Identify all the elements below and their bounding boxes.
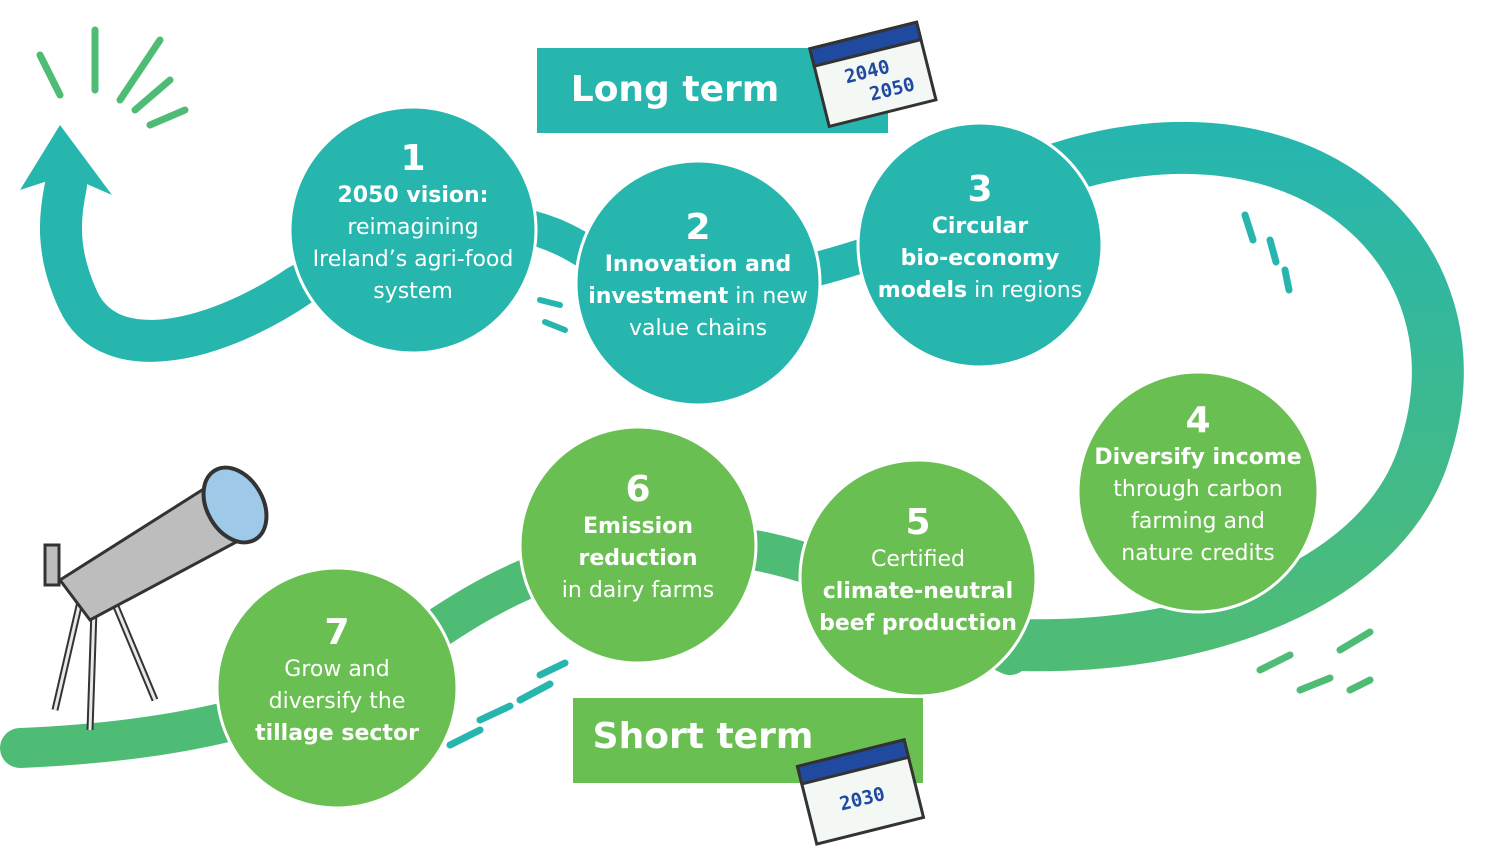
text-run: Certified [871,547,965,572]
node-number: 1 [400,138,425,179]
text-run: Grow and [284,657,389,682]
text-run: in dairy farms [562,578,714,603]
text-run: value chains [629,316,767,341]
node-number: 2 [685,207,710,248]
node-line: 2050 vision: [338,183,489,208]
node-circle [520,427,756,663]
text-run: bio-economy [901,246,1060,271]
text-run: in new [728,284,808,309]
text-run: reimagining [347,215,478,240]
node: 2 Innovation and investment in new value ch… [576,161,820,405]
text-run: farming and [1131,509,1265,534]
node-line: Emission [583,514,693,539]
long-term-label: Long term [571,69,780,110]
node: 7 Grow and diversify the tillage sector [217,568,457,808]
node-number: 4 [1185,400,1210,441]
text-run: 2050 vision: [338,183,489,208]
node-line: reimagining [347,215,478,240]
node-line: Ireland’s agri-food [313,247,514,272]
node: 3 Circular bio-economy models in regions [858,123,1102,367]
node-number: 6 [625,469,650,510]
node-line: Circular [932,214,1029,239]
text-run: Diversify income [1094,445,1301,470]
short-term-label: Short term [593,716,814,757]
diagram: Long term Short term 2040 2050 2030 1205… [0,0,1488,852]
text-run: in regions [967,278,1082,303]
node-line: models in regions [878,278,1082,303]
node: 4 Diversify income through carbon farming a… [1078,372,1318,612]
node-line: nature credits [1121,541,1274,566]
node-line: diversify the [269,689,406,714]
node-number: 7 [324,612,349,653]
text-run: system [373,279,453,304]
text-run: beef production [819,611,1017,636]
node: 1 2050 vision: reimagining Ireland’s agri-f… [290,107,536,353]
text-run: tillage sector [255,721,419,746]
node-line: value chains [629,316,767,341]
text-run: nature credits [1121,541,1274,566]
node-line: Grow and [284,657,389,682]
node-line: reduction [578,546,697,571]
text-run: investment [588,284,729,309]
text-run: models [878,278,967,303]
text-run: reduction [578,546,697,571]
text-run: Innovation and [605,252,792,277]
calendar-long: 2040 2050 [810,22,936,126]
node: 5 Certified climate-neutral beef production [800,460,1036,696]
text-run: Ireland’s agri-food [313,247,514,272]
node-number: 3 [967,169,992,210]
node-line: investment in new [588,284,808,309]
node-line: climate-neutral [823,579,1013,604]
node-line: through carbon [1113,477,1282,502]
node-circle [858,123,1102,367]
node-line: Innovation and [605,252,792,277]
node-line: Diversify income [1094,445,1301,470]
text-run: diversify the [269,689,406,714]
node: 6 Emission reduction in dairy farms [520,427,756,663]
node-line: in dairy farms [562,578,714,603]
text-run: Circular [932,214,1029,239]
text-run: climate-neutral [823,579,1013,604]
node-number: 5 [905,502,930,543]
node-line: Certified [871,547,965,572]
node-circle [800,460,1036,696]
node-line: bio-economy [901,246,1060,271]
node-line: beef production [819,611,1017,636]
node-circle [217,568,457,808]
node-circle [576,161,820,405]
node-line: farming and [1131,509,1265,534]
text-run: Emission [583,514,693,539]
node-line: system [373,279,453,304]
text-run: through carbon [1113,477,1282,502]
node-line: tillage sector [255,721,419,746]
